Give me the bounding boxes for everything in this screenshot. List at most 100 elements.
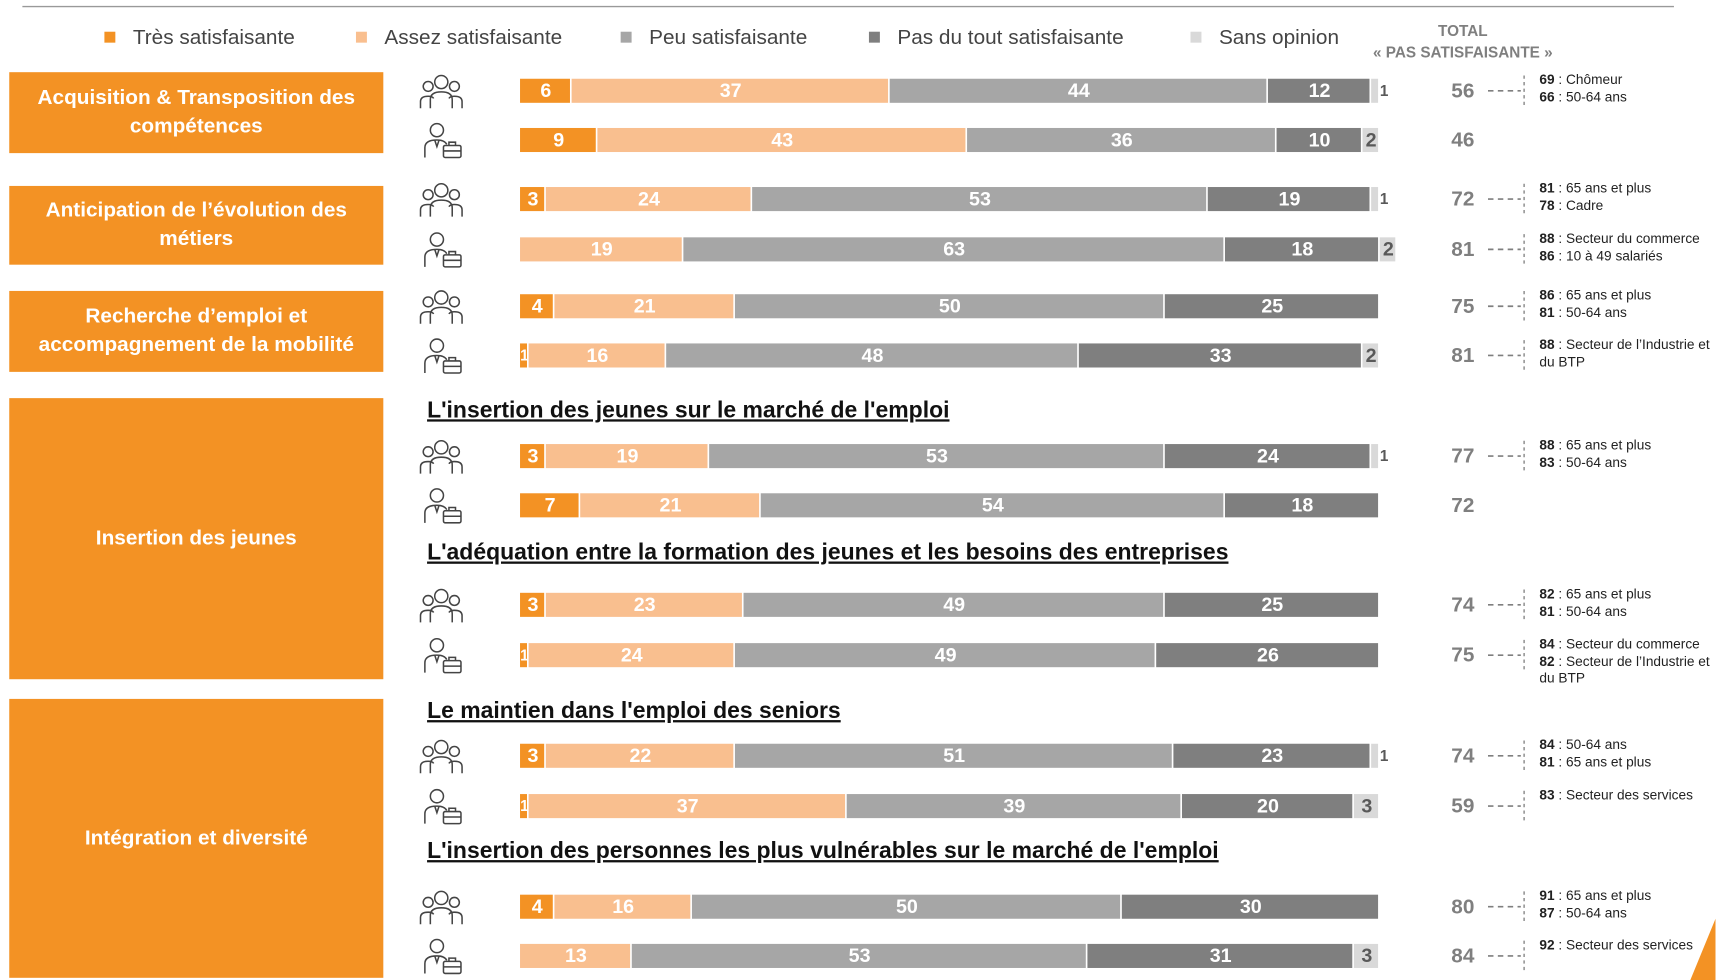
theme-label: Anticipation de l’évolution des métiers	[45, 199, 347, 251]
bar-segment	[743, 592, 1164, 617]
bar-value-label: 23	[634, 594, 656, 616]
bar-segment	[1267, 78, 1370, 103]
theme-box	[9, 698, 384, 978]
bar-value-label: 1	[1380, 83, 1389, 100]
note: 81 : 65 ans et plus	[1539, 754, 1714, 771]
bar-segment	[528, 343, 665, 368]
note-label: : 50-64 ans	[1558, 603, 1627, 619]
bar-segment	[520, 943, 631, 968]
bar-value-label: 10	[1309, 129, 1331, 151]
bar-value-label: 54	[982, 495, 1004, 517]
bar-segment	[1371, 78, 1379, 103]
icon	[419, 440, 463, 475]
note-value: 83	[1539, 454, 1555, 470]
note-box: 83 : Secteur des services	[1539, 788, 1693, 803]
note-label: : Secteur du commerce	[1558, 636, 1700, 652]
note-label: : Secteur du commerce	[1558, 230, 1700, 247]
note-list: 92 : Secteur des services	[1539, 937, 1714, 954]
bar-value-label: 25	[1261, 296, 1283, 318]
note-value: 82	[1539, 586, 1555, 602]
icon	[419, 74, 463, 110]
bar-segment	[1164, 444, 1370, 469]
note: 88 : 65 ans et plus	[1539, 438, 1714, 455]
bar-segment	[1362, 127, 1379, 153]
note-label: : Chômeur	[1558, 72, 1623, 88]
bar-segment	[709, 444, 1164, 469]
bar-value-label: 3	[1361, 795, 1372, 817]
note-box: 92 : Secteur des services	[1539, 937, 1714, 954]
bar-segment	[520, 294, 553, 319]
bar-value-label: 21	[634, 296, 656, 318]
bar-value-label: 30	[1240, 896, 1262, 918]
bar-segment	[1173, 743, 1370, 768]
bar-segment	[545, 187, 751, 212]
bar-value-label: 16	[586, 345, 608, 367]
theme-box	[9, 398, 384, 680]
note: 88 : Secteur du commerce	[1539, 231, 1714, 248]
legend-swatch	[104, 31, 116, 43]
note: 82 : Secteur de l’Industrie et du BTP	[1539, 654, 1714, 688]
note-list: 88 : 65 ans et plus 83 : 50-64 ans	[1539, 438, 1714, 472]
icon	[424, 122, 462, 159]
bar-segment	[1371, 444, 1379, 469]
note-label: : 65 ans et plus	[1558, 437, 1652, 453]
theme-label: Insertion des jeunes	[95, 526, 297, 550]
subtitle: L'adéquation entre la formation des jeun…	[427, 539, 1228, 565]
note-list: 69 : Chômeur 66 : 50-64 ans	[1539, 72, 1714, 106]
bar-value-label: 36	[1111, 129, 1133, 151]
note-value: 88	[1539, 437, 1555, 453]
total-value: 75	[1451, 644, 1474, 667]
bar-value-label: 24	[621, 644, 643, 666]
bar-value-label: 25	[1261, 594, 1283, 616]
bar-value-label: 4	[532, 896, 543, 918]
bar-segment	[666, 343, 1078, 368]
bar-value-label: 33	[1210, 345, 1232, 367]
bar-segment	[734, 643, 1155, 668]
note-label: : 65 ans et plus	[1558, 888, 1652, 904]
bar-segment	[1181, 794, 1353, 819]
note-label: : 65 ans et plus	[1558, 586, 1652, 602]
bar-segment	[1164, 592, 1379, 617]
bar-segment	[545, 743, 734, 768]
note-value: 81	[1539, 754, 1555, 770]
bar-segment	[1379, 237, 1396, 262]
bar-segment	[734, 743, 1172, 768]
note-label: : Secteur des services	[1558, 937, 1693, 953]
bar-value-label: 21	[660, 495, 682, 517]
note-list: 81 : 65 ans et plus 78 : Cadre	[1539, 180, 1714, 214]
bar-segment	[752, 187, 1207, 212]
theme-label-box: Recherche d’emploi et accompagnement de …	[39, 306, 354, 357]
legend-swatch	[868, 31, 880, 43]
subtitle: Le maintien dans l'emploi des seniors	[427, 697, 841, 723]
bar-segment	[1156, 643, 1379, 668]
note-value: 84	[1539, 737, 1555, 753]
bar-value-label: 37	[720, 80, 742, 102]
bar-segment	[520, 78, 570, 103]
bar-value-label: 3	[527, 188, 538, 210]
bar-value-label: 7	[545, 495, 556, 517]
bar-value-label: 1	[520, 647, 529, 664]
bar-segment	[528, 643, 734, 668]
total-value: 59	[1451, 795, 1474, 818]
note-list: 88 : Secteur de l’Industrie et du BTP	[1539, 337, 1714, 371]
bar-segment	[967, 127, 1275, 153]
bar-segment	[545, 444, 708, 469]
theme-label-box: Insertion des jeunes	[95, 526, 297, 550]
bar-segment	[734, 294, 1164, 319]
note-value: 87	[1539, 905, 1555, 921]
total-value: 75	[1451, 295, 1474, 318]
total-header: « PAS SATISFAISANTE »	[1373, 45, 1553, 62]
note-value: 88	[1539, 230, 1555, 247]
bar-value-label: 48	[862, 345, 884, 367]
bar-value-label: 37	[677, 795, 699, 817]
note-list: 82 : 65 ans et plus 81 : 50-64 ans	[1539, 586, 1714, 620]
note-value: 66	[1539, 89, 1555, 105]
note-label: : Secteur de l’Industrie et du BTP	[1539, 653, 1710, 687]
bar-segment	[1207, 187, 1370, 212]
legend-label: Assez satisfaisante	[384, 26, 562, 49]
note-value: 86	[1539, 247, 1555, 264]
